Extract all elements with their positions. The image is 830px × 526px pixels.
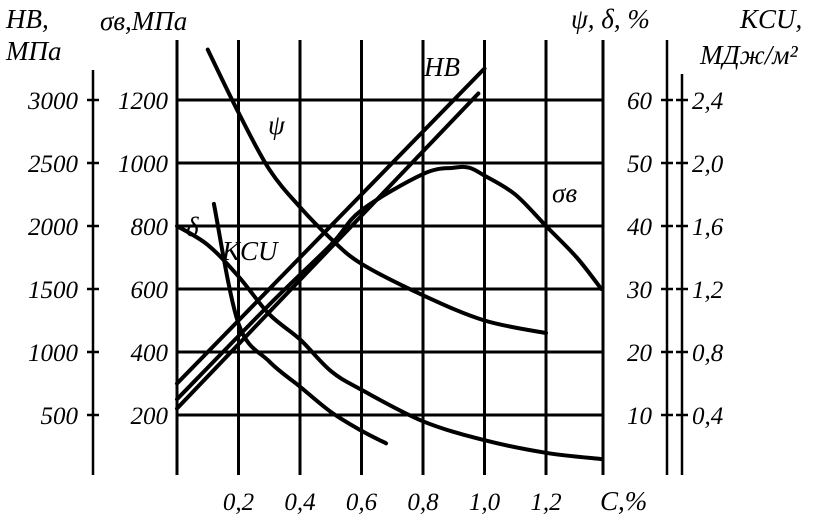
kcu-tick-label: 2,4	[692, 88, 723, 115]
x-tick-label: 1,0	[469, 489, 501, 516]
x-tick-label: 1,2	[530, 489, 561, 516]
sigma-axis-title: σв,МПа	[100, 6, 187, 36]
axes	[87, 40, 688, 475]
psi_delta-tick-label: 10	[627, 403, 653, 430]
sigma-tick-label: 1000	[118, 151, 169, 178]
psi_delta-tick-label: 50	[627, 151, 653, 178]
hb-tick-label: 500	[41, 403, 79, 430]
kcu-tick-label: 1,2	[692, 277, 723, 304]
kcu-tick-label: 0,4	[692, 403, 723, 430]
psi_delta-tick-label: 60	[627, 88, 653, 115]
delta-curve-label: δ	[186, 212, 199, 242]
kcu-tick-label: 0,8	[692, 340, 724, 367]
hb-tick-label: 2000	[28, 214, 79, 241]
delta-curve	[175, 224, 604, 462]
curves	[175, 47, 604, 462]
x-tick-label: 0,2	[223, 489, 254, 516]
x-tick-label: 0,4	[284, 489, 315, 516]
sigma-tick-label: 600	[131, 277, 169, 304]
hb-tick-label: 1500	[28, 277, 79, 304]
x-tick-label: 0,8	[407, 489, 439, 516]
tick-labels: 3000250020001500100050012001000800600400…	[27, 88, 724, 516]
sigma-tick-label: 800	[131, 214, 169, 241]
psi-curve	[205, 47, 548, 336]
hb-axis-title-1: HB,	[5, 4, 49, 34]
kcu-curve	[211, 201, 389, 446]
kcu-curve-label: KCU	[221, 236, 279, 266]
x-tick-label: 0,6	[346, 489, 378, 516]
hb-axis-title-2: МПа	[5, 36, 62, 66]
psi_delta-tick-label: 20	[627, 340, 653, 367]
sigma-tick-label: 200	[131, 403, 169, 430]
psi-delta-axis-title: ψ, δ, %	[571, 4, 650, 34]
hb-curve-label: HB	[423, 52, 460, 82]
sigma-curve	[175, 164, 604, 402]
hb-curve	[175, 66, 487, 386]
psi_delta-tick-label: 30	[626, 277, 653, 304]
psi-curve-label: ψ	[268, 110, 286, 140]
kcu-tick-label: 2,0	[692, 151, 724, 178]
kcu-axis-title-2: МДж/м²	[699, 40, 799, 70]
hb-tick-label: 2500	[28, 151, 79, 178]
hb-tick-label: 3000	[27, 88, 79, 115]
sigma-tick-label: 400	[131, 340, 169, 367]
sigma-curve-label: σв	[552, 178, 577, 208]
sigma-tick-label: 1200	[118, 88, 169, 115]
psi_delta-tick-label: 40	[627, 214, 653, 241]
hb-tick-label: 1000	[28, 340, 79, 367]
kcu-axis-title-1: KCU,	[739, 4, 802, 34]
kcu-tick-label: 1,6	[692, 214, 724, 241]
x-axis-title: C,%	[600, 486, 647, 516]
hb-curve-lower	[175, 91, 481, 411]
